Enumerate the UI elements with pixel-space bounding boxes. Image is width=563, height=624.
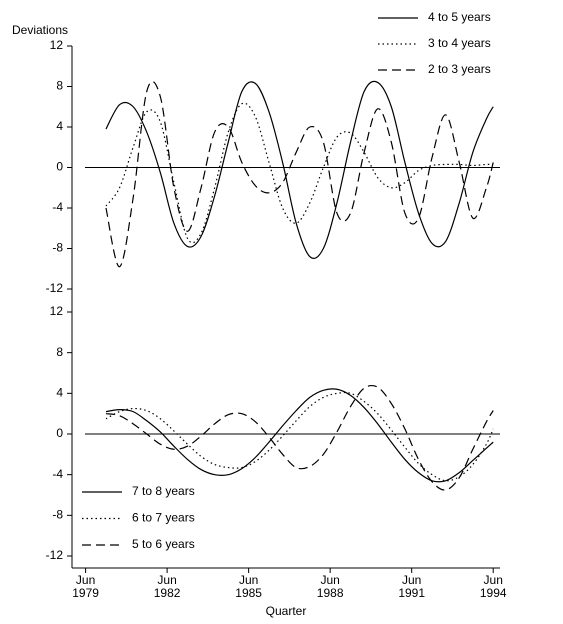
series-line [105,391,494,482]
x-tick-label: Jun 1985 [235,573,262,600]
y-axis-label: Deviations [12,23,68,37]
y-tick-label: 12 [50,304,64,318]
y-tick-label: 4 [56,119,63,133]
y-tick-label: -8 [52,241,63,255]
x-tick-label: Jun 1979 [72,573,99,600]
series-line [105,80,494,259]
series-line [105,102,494,244]
y-tick-label: -4 [52,467,63,481]
x-tick-label: Jun 1994 [480,573,507,600]
x-tick-label: Jun 1991 [398,573,425,600]
x-tick-label: Jun 1988 [317,573,344,600]
y-tick-label: -12 [46,548,64,562]
x-axis-label: Quarter [266,604,307,618]
legend-label: 6 to 7 years [132,511,195,525]
y-tick-label: 8 [56,345,63,359]
series-line [105,388,494,483]
legend-label: 5 to 6 years [132,537,195,551]
legend-label: 2 to 3 years [428,62,491,76]
y-tick-label: 0 [56,160,63,174]
y-tick-label: 12 [50,38,64,52]
y-tick-label: 8 [56,79,63,93]
legend-label: 3 to 4 years [428,36,491,50]
y-tick-label: -4 [52,200,63,214]
y-tick-label: -12 [46,281,64,295]
series-line [105,80,494,268]
x-tick-label: Jun 1982 [154,573,181,600]
y-tick-label: 0 [56,426,63,440]
series-line [105,384,494,491]
legend-label: 4 to 5 years [428,10,491,24]
y-tick-label: -8 [52,508,63,522]
legend-label: 7 to 8 years [132,484,195,498]
y-tick-label: 4 [56,386,63,400]
